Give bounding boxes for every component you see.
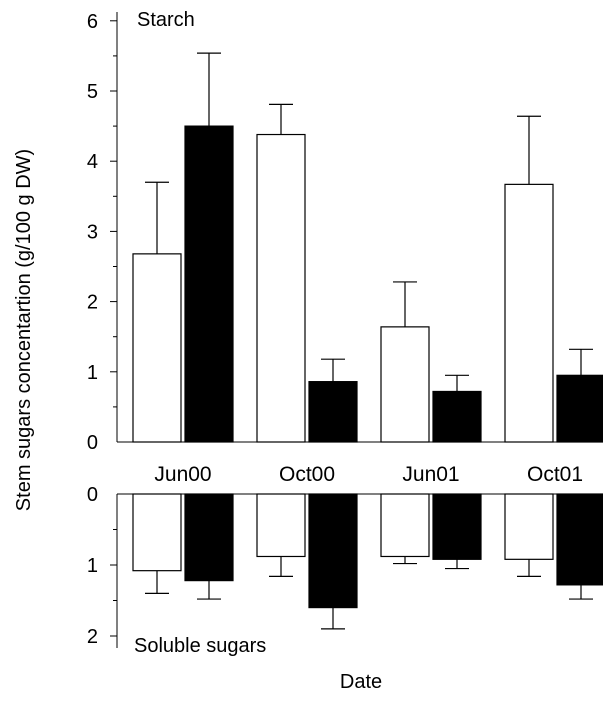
category-label: Jun00 <box>154 463 211 486</box>
bar <box>504 493 554 560</box>
category-label: Jun01 <box>402 463 459 486</box>
category-label: Oct01 <box>527 463 583 486</box>
bar <box>380 326 430 443</box>
bar <box>256 133 306 443</box>
bar <box>432 390 482 443</box>
y-tick-label: 0 <box>87 484 98 506</box>
bar <box>308 381 358 443</box>
y-axis-title: Stem sugars concentartion (g/100 g DW) <box>13 149 35 511</box>
category-labels: Jun00 Oct00 Jun01 Oct01 <box>154 463 583 486</box>
y-tick-label: 2 <box>87 626 98 648</box>
bar <box>308 493 358 609</box>
bar <box>184 125 234 443</box>
y-tick-label: 6 <box>87 11 98 33</box>
starch-panel: 0 1 2 3 4 5 6 Starch <box>87 9 603 454</box>
y-tick-label: 4 <box>87 151 98 173</box>
soluble-sugars-panel: 0 1 2 Soluble sugars <box>87 484 603 657</box>
bar <box>556 374 603 443</box>
bar <box>380 493 430 558</box>
y-tick-label: 0 <box>87 432 98 454</box>
bar <box>432 493 482 560</box>
y-tick-label: 1 <box>87 362 98 384</box>
category-label: Oct00 <box>279 463 335 486</box>
x-axis-title: Date <box>340 671 382 693</box>
bar <box>132 493 182 572</box>
y-tick-label: 1 <box>87 555 98 577</box>
y-tick-label: 3 <box>87 221 98 243</box>
bar <box>184 493 234 582</box>
bar <box>504 183 554 443</box>
panel-label: Soluble sugars <box>134 635 266 657</box>
y-tick-label: 5 <box>87 81 98 103</box>
panel-label: Starch <box>137 9 195 31</box>
bar <box>556 493 603 586</box>
bar <box>256 493 306 558</box>
y-tick-label: 2 <box>87 292 98 314</box>
bar <box>132 253 182 443</box>
